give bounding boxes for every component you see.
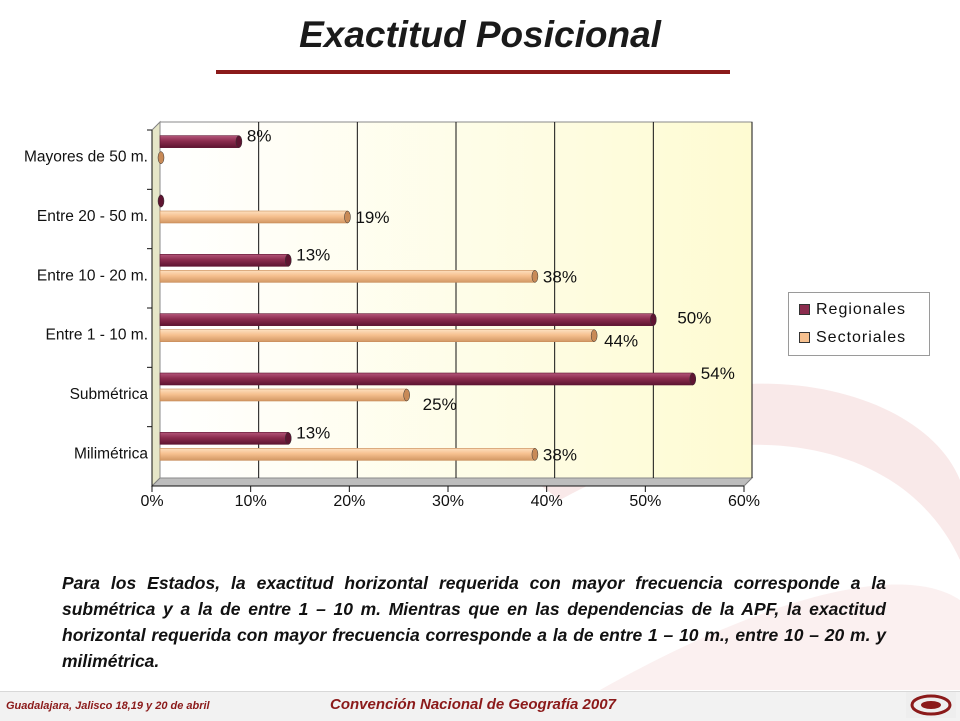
x-tick-label: 10% [235,493,267,510]
bar-sectoriales [159,448,536,461]
data-label: 19% [355,208,389,227]
legend-item-regionales: Regionales [799,301,906,319]
x-tick-label: 60% [728,493,760,510]
bar-sectoriales [159,388,407,402]
legend-swatch-sectoriales [799,332,810,344]
bar-regionales [159,432,289,445]
legend-swatch-regionales [799,304,810,316]
y-tick-label: Submétrica [70,386,149,403]
plot-side-wall [151,120,161,488]
legend-label-regionales: Regionales [816,301,907,318]
x-tick-label: 50% [629,493,661,510]
x-tick-label: 40% [531,493,563,510]
bar-cap [285,254,292,267]
bar-regionales [159,254,289,267]
legend-label-sectoriales: Sectoriales [816,329,907,346]
bar-chart: 0% 10% 20% 30% 40% 50% 60% Mayores de 50 m. 8% En… [24,120,760,510]
bar-cap [403,388,410,402]
data-label: 13% [296,245,330,264]
data-label: 8% [247,127,272,146]
footer-event: Convención Nacional de Geografía 2007 [330,696,616,713]
bar-cap [157,194,165,208]
footer-location: Guadalajara, Jalisco 18,19 y 20 de abril [6,700,210,712]
y-tick-label: Mayores de 50 m. [24,149,148,166]
bar-regionales [159,372,694,386]
page-title: Exactitud Posicional [299,14,661,55]
data-label: 13% [296,423,330,442]
caption-text: Para los Estados, la exactitud horizonta… [62,573,886,671]
bar-regionales [159,313,654,326]
bar-sectoriales [159,270,536,283]
bar-cap [285,432,292,445]
x-tick-label: 30% [432,493,464,510]
bar-cap [531,448,539,461]
plot-floor [150,477,754,487]
logo-icon [906,692,956,718]
data-label: 25% [423,395,457,414]
data-label: 54% [701,364,735,383]
bar-cap [650,313,657,326]
bar-cap [157,151,165,164]
data-label: 38% [543,445,577,464]
x-tick-label: 20% [333,493,365,510]
y-tick-label: Entre 20 - 50 m. [37,208,148,225]
x-tick-label: 0% [140,493,163,510]
bar-regionales [159,135,240,148]
y-tick-label: Entre 10 - 20 m. [37,267,148,284]
chart-legend: Regionales Sectoriales [788,292,930,356]
y-tick-label: Milimétrica [74,445,148,462]
data-label: 50% [677,309,711,328]
footer-bar [0,691,960,721]
data-label: 38% [543,267,577,286]
bar-sectoriales [159,329,595,342]
bar-cap [235,135,243,148]
bar-cap [590,329,598,342]
bar-sectoriales [159,210,348,224]
bar-cap [344,210,351,224]
title-underline [216,70,730,74]
legend-item-sectoriales: Sectoriales [799,329,906,347]
y-tick-label: Entre 1 - 10 m. [45,327,148,344]
bar-cap [531,270,539,283]
data-label: 44% [604,332,638,351]
bar-cap [689,372,697,386]
